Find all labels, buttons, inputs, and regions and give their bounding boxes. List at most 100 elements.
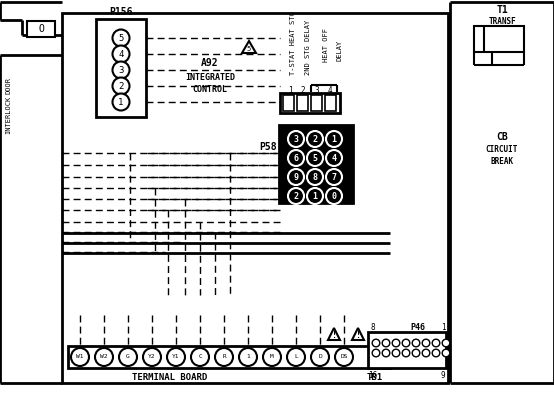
Bar xyxy=(96,19,146,117)
Circle shape xyxy=(119,348,137,366)
Text: 0: 0 xyxy=(331,192,336,201)
Text: DELAY: DELAY xyxy=(336,40,342,60)
Text: P58: P58 xyxy=(259,142,277,152)
Text: TRANSF: TRANSF xyxy=(488,17,516,26)
Circle shape xyxy=(191,348,209,366)
Text: D: D xyxy=(318,354,322,359)
Text: TB1: TB1 xyxy=(367,372,383,382)
Bar xyxy=(280,93,340,113)
Text: DS: DS xyxy=(340,354,348,359)
Text: 2: 2 xyxy=(119,81,124,90)
Circle shape xyxy=(143,348,161,366)
Bar xyxy=(311,95,322,111)
Circle shape xyxy=(442,339,450,347)
Text: CONTROL: CONTROL xyxy=(192,85,228,94)
Text: T-STAT HEAT STG: T-STAT HEAT STG xyxy=(290,11,296,75)
Bar xyxy=(283,95,294,111)
Text: 4: 4 xyxy=(327,85,332,94)
Text: O: O xyxy=(38,24,44,34)
Circle shape xyxy=(372,349,380,357)
Text: 1: 1 xyxy=(119,98,124,107)
Circle shape xyxy=(442,349,450,357)
Polygon shape xyxy=(352,328,364,340)
Text: M: M xyxy=(270,354,274,359)
Text: CB: CB xyxy=(496,132,508,142)
Circle shape xyxy=(422,339,430,347)
Circle shape xyxy=(432,349,440,357)
Circle shape xyxy=(402,339,410,347)
Text: INTERLOCK: INTERLOCK xyxy=(5,96,11,134)
Text: W2: W2 xyxy=(100,354,107,359)
Circle shape xyxy=(432,339,440,347)
Circle shape xyxy=(412,349,420,357)
Text: 1: 1 xyxy=(288,85,293,94)
Circle shape xyxy=(112,94,130,111)
Text: 2: 2 xyxy=(294,192,299,201)
Text: 2: 2 xyxy=(312,135,317,143)
Text: CIRCUIT: CIRCUIT xyxy=(486,145,518,154)
Text: C: C xyxy=(198,354,202,359)
Text: 5: 5 xyxy=(119,34,124,43)
Bar xyxy=(27,21,55,37)
Text: 9: 9 xyxy=(440,371,445,380)
Text: 7: 7 xyxy=(331,173,336,181)
Circle shape xyxy=(392,339,400,347)
Circle shape xyxy=(167,348,185,366)
Circle shape xyxy=(112,45,130,62)
Text: 1: 1 xyxy=(246,354,250,359)
Circle shape xyxy=(307,150,323,166)
Circle shape xyxy=(112,77,130,94)
Text: 2: 2 xyxy=(301,85,305,94)
Text: TERMINAL BOARD: TERMINAL BOARD xyxy=(132,372,208,382)
Circle shape xyxy=(307,131,323,147)
Text: 8: 8 xyxy=(312,173,317,181)
Text: 5: 5 xyxy=(247,46,251,52)
Text: 9: 9 xyxy=(294,173,299,181)
Circle shape xyxy=(412,339,420,347)
Circle shape xyxy=(326,131,342,147)
Circle shape xyxy=(288,188,304,204)
Bar xyxy=(297,95,308,111)
Text: INTEGRATED: INTEGRATED xyxy=(185,73,235,81)
Text: 1: 1 xyxy=(331,135,336,143)
Circle shape xyxy=(382,349,390,357)
Text: 1: 1 xyxy=(312,192,317,201)
Circle shape xyxy=(326,150,342,166)
Circle shape xyxy=(112,30,130,47)
Text: A92: A92 xyxy=(201,58,219,68)
Text: !: ! xyxy=(331,331,336,339)
Circle shape xyxy=(311,348,329,366)
Text: Y2: Y2 xyxy=(148,354,156,359)
Text: !: ! xyxy=(356,331,361,339)
Bar xyxy=(474,26,524,52)
Text: 4: 4 xyxy=(331,154,336,162)
Circle shape xyxy=(422,349,430,357)
Text: L: L xyxy=(294,354,298,359)
Circle shape xyxy=(263,348,281,366)
Text: G: G xyxy=(126,354,130,359)
Polygon shape xyxy=(328,328,340,340)
Circle shape xyxy=(288,150,304,166)
Bar xyxy=(68,346,390,368)
Circle shape xyxy=(71,348,89,366)
Text: BREAK: BREAK xyxy=(490,156,514,166)
Circle shape xyxy=(335,348,353,366)
Circle shape xyxy=(382,339,390,347)
Text: 16: 16 xyxy=(368,371,378,380)
Circle shape xyxy=(402,349,410,357)
Circle shape xyxy=(239,348,257,366)
Text: DOOR: DOOR xyxy=(5,77,11,94)
Circle shape xyxy=(326,169,342,185)
Text: T1: T1 xyxy=(496,5,508,15)
Circle shape xyxy=(307,188,323,204)
Circle shape xyxy=(112,62,130,79)
Text: 3: 3 xyxy=(119,66,124,75)
Text: 4: 4 xyxy=(119,49,124,58)
Text: Y1: Y1 xyxy=(172,354,179,359)
Circle shape xyxy=(372,339,380,347)
Text: 8: 8 xyxy=(371,322,375,331)
Text: P46: P46 xyxy=(411,322,425,331)
Circle shape xyxy=(307,169,323,185)
Text: P156: P156 xyxy=(109,7,133,17)
Circle shape xyxy=(288,169,304,185)
